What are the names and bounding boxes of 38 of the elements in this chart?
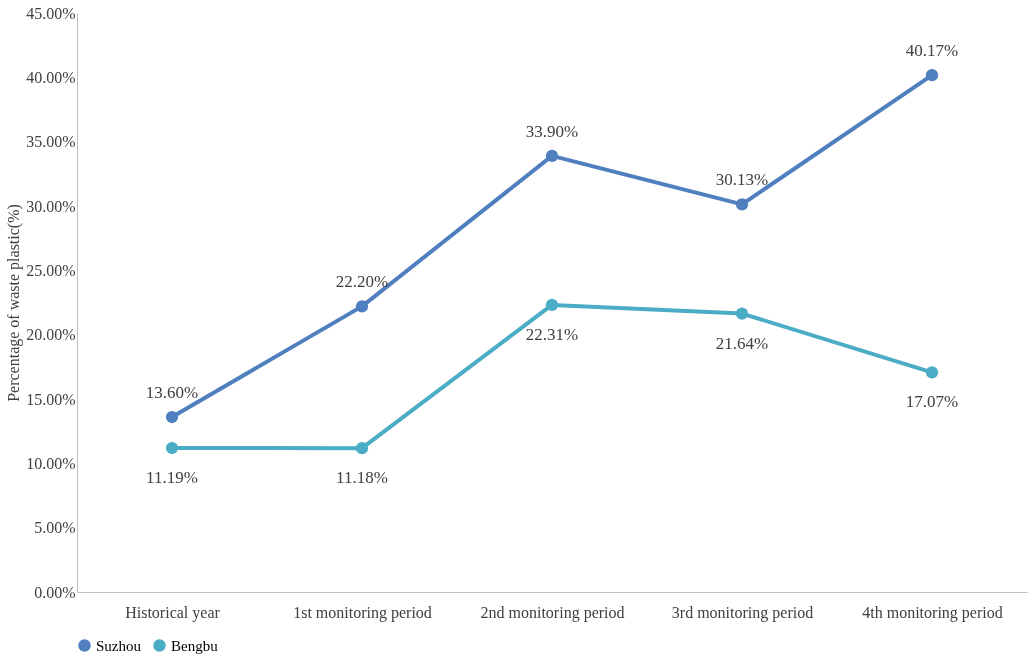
y-tick-label: 0.00% xyxy=(34,583,76,601)
point xyxy=(355,442,369,455)
data-label: 11.19% xyxy=(146,468,198,488)
x-tick-label: 3rd monitoring period xyxy=(671,603,814,622)
y-tick-label: 35.00% xyxy=(26,133,76,151)
point xyxy=(165,410,179,424)
data-label: 33.90% xyxy=(525,121,579,141)
point xyxy=(545,298,559,312)
y-axis-title: Percentage of waste plastic(%) xyxy=(5,204,24,402)
data-label: 11.18% xyxy=(336,468,388,488)
point xyxy=(545,149,559,162)
x-tick-label: 4th monitoring period xyxy=(862,603,1003,622)
x-tick-label: 2nd monitoring period xyxy=(480,603,625,622)
y-tick-label: 15.00% xyxy=(26,390,76,408)
y-tick-label: 45.00% xyxy=(26,4,76,22)
point xyxy=(355,300,369,313)
data-label: 21.64% xyxy=(715,333,769,353)
point xyxy=(165,441,179,455)
data-label: 22.31% xyxy=(525,324,579,344)
y-tick-label: 20.00% xyxy=(26,326,76,344)
point xyxy=(925,366,939,379)
legend-label: Bengbu xyxy=(171,637,219,654)
y-tick-label: 10.00% xyxy=(26,454,76,472)
y-tick-label: 40.00% xyxy=(26,68,76,86)
point xyxy=(925,69,939,82)
data-label: 22.20% xyxy=(335,272,389,292)
point xyxy=(735,198,749,211)
data-label: 30.13% xyxy=(715,170,769,190)
data-label: 13.60% xyxy=(145,383,199,403)
y-tick-label: 25.00% xyxy=(26,261,76,279)
y-tick-label: 30.00% xyxy=(26,197,76,215)
data-label: 40.17% xyxy=(905,41,959,61)
data-label: 17.07% xyxy=(905,392,959,412)
y-tick-label: 5.00% xyxy=(34,519,76,537)
point xyxy=(735,307,749,320)
x-tick-label: Historical year xyxy=(125,603,221,622)
x-tick-label: 1st monitoring period xyxy=(293,603,432,622)
legend-label: Suzhou xyxy=(96,637,142,654)
